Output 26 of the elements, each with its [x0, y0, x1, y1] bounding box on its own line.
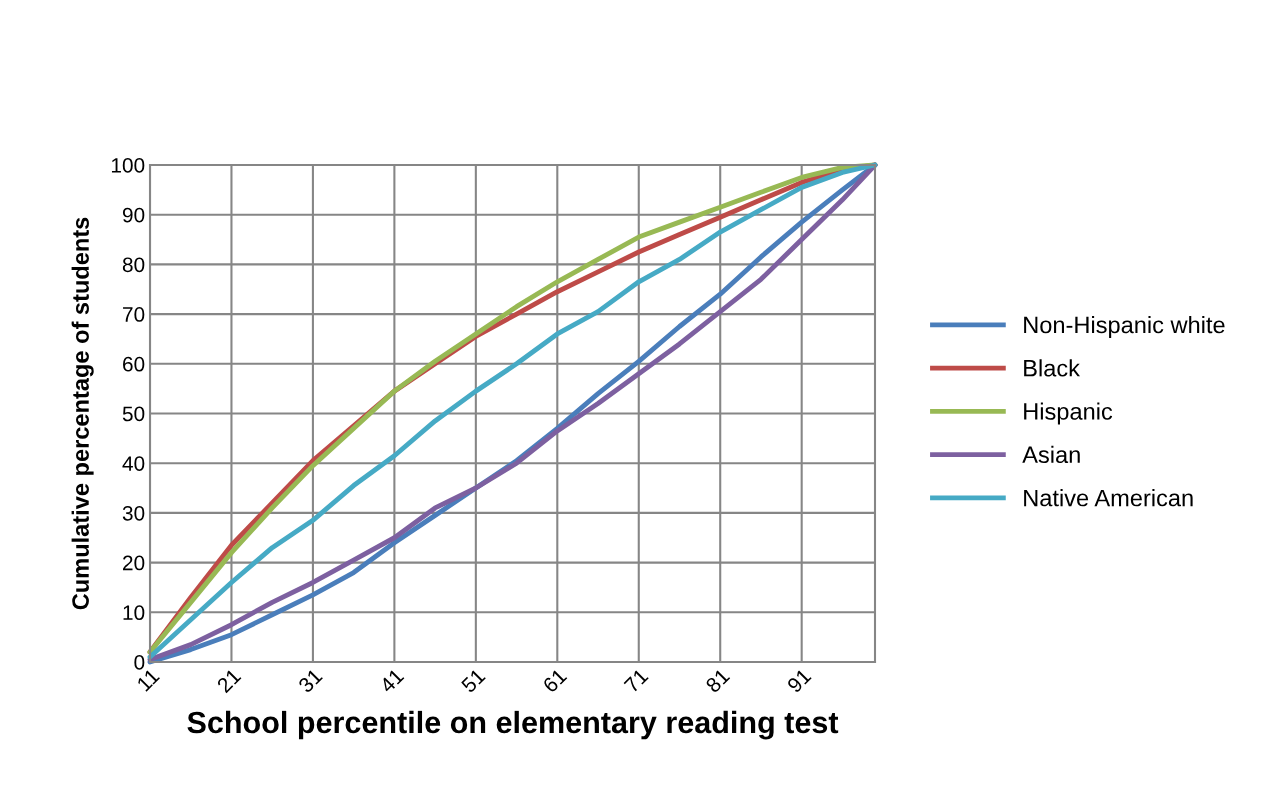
- x-tick-label: 71: [623, 668, 649, 694]
- legend-label: Black: [1024, 359, 1080, 377]
- y-tick-label: 0: [134, 655, 145, 670]
- x-tick-label: 31: [297, 667, 324, 694]
- legend-label: Hispanic: [1024, 402, 1113, 425]
- legend-label: Non-Hispanic white: [1024, 315, 1225, 338]
- y-axis-title: Cumulative percentage of students: [71, 217, 94, 610]
- legend-label: Native American: [1024, 489, 1193, 507]
- x-tick-label: 91: [786, 667, 812, 694]
- y-tick-label: 20: [123, 555, 145, 571]
- x-tick-label: 21: [216, 667, 242, 694]
- x-tick-label: 41: [378, 668, 405, 694]
- x-tick-label: 51: [460, 668, 486, 694]
- y-tick-label: 100: [111, 158, 145, 173]
- x-tick-label: 61: [542, 667, 568, 694]
- y-tick-label: 60: [123, 356, 145, 372]
- y-tick-label: 10: [123, 605, 145, 621]
- y-tick-label: 80: [122, 257, 145, 273]
- y-tick-label: 30: [122, 505, 145, 521]
- x-tick-label: 81: [704, 667, 731, 694]
- x-axis-title: School percentile on elementary reading test: [187, 710, 839, 740]
- y-tick-label: 90: [122, 207, 145, 223]
- y-tick-label: 40: [122, 456, 145, 471]
- legend-label: Asian: [1022, 445, 1080, 464]
- y-tick-label: 70: [123, 307, 145, 322]
- y-tick-label: 50: [122, 406, 145, 422]
